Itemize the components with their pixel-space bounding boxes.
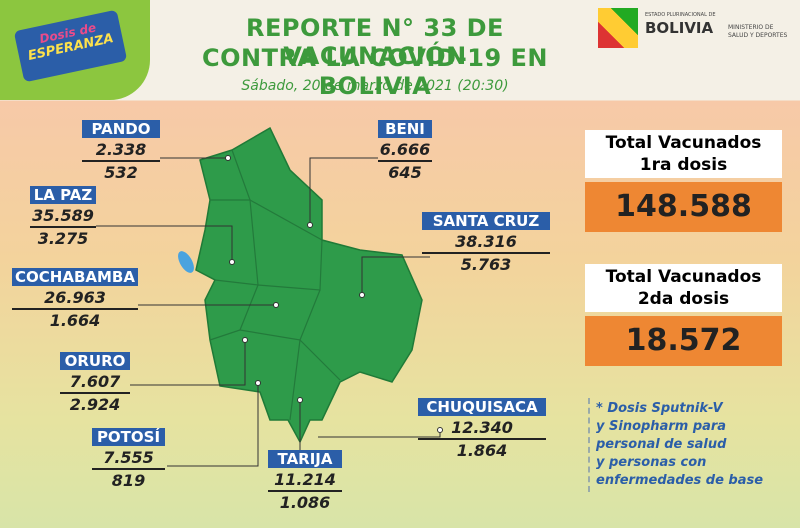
leader-dot	[255, 380, 261, 386]
total-label: Total Vacunados 2da dosis	[585, 264, 782, 312]
first-dose: 12.340	[418, 418, 546, 440]
first-dose: 38.316	[422, 232, 550, 254]
total-label-line: Total Vacunados	[605, 267, 762, 287]
ministry: MINISTERIO DE SALUD Y DEPORTES	[728, 24, 787, 40]
title: REPORTE N° 33 DE VACUNACIÓN	[246, 14, 504, 70]
department-name: COCHABAMBA	[12, 268, 138, 286]
first-dose: 7.607	[60, 372, 130, 394]
total-value: 18.572	[585, 316, 782, 366]
department-borders	[209, 149, 341, 421]
department-name: ORURO	[60, 352, 130, 370]
total-label-line: 1ra dosis	[639, 155, 728, 175]
total-label: Total Vacunados 1ra dosis	[585, 130, 782, 178]
department-name: TARIJA	[268, 450, 342, 468]
note-line: * Dosis Sputnik-V	[596, 401, 723, 416]
leader-line	[130, 340, 246, 386]
date: Sábado, 20 de marzo de 2021 (20:30)	[241, 78, 509, 94]
leader-dot	[225, 155, 231, 161]
department-name: SANTA CRUZ	[422, 212, 550, 230]
leader-dot	[359, 292, 365, 298]
ministry-line: SALUD Y DEPORTES	[728, 32, 788, 39]
first-dose: 7.555	[92, 448, 165, 470]
second-dose: 645	[388, 163, 422, 182]
bolivia-map	[195, 126, 423, 444]
second-dose: 1.664	[49, 311, 101, 330]
leader-line	[309, 157, 378, 225]
leader-line	[361, 256, 430, 295]
first-dose: 2.338	[82, 140, 160, 162]
total-value: 148.588	[585, 182, 782, 232]
leader-dot	[297, 397, 303, 403]
department-name: BENI	[378, 120, 432, 138]
department-name: POTOSÍ	[92, 428, 165, 446]
department-name: PANDO	[82, 120, 160, 138]
leader-dot	[273, 302, 279, 308]
second-dose: 819	[111, 471, 146, 490]
emblem	[598, 8, 638, 48]
leader-dot	[307, 222, 313, 228]
second-dose: 1.864	[456, 441, 508, 460]
first-dose: 35.589	[30, 206, 96, 228]
leader-line	[96, 225, 233, 262]
total-label-line: 2da dosis	[637, 289, 730, 309]
brand: BOLIVIA	[645, 19, 714, 37]
first-dose: 6.666	[378, 140, 432, 162]
note-line: enfermedades de base	[596, 473, 764, 488]
first-dose: 26.963	[12, 288, 138, 310]
total-label-line: Total Vacunados	[605, 133, 762, 153]
leader-dot	[229, 259, 235, 265]
leader-dot	[242, 337, 248, 343]
ministry-line: MINISTERIO DE	[728, 24, 774, 31]
first-dose: 11.214	[268, 470, 342, 492]
second-dose: 3.275	[37, 229, 89, 248]
leader-dot	[437, 427, 443, 433]
note-line: y Sinopharm para	[596, 419, 727, 434]
second-dose: 1.086	[279, 493, 331, 512]
department-name: LA PAZ	[30, 186, 96, 204]
note-line: personal de salud	[596, 437, 727, 452]
note-line: y personas con	[596, 455, 707, 470]
department-name: CHUQUISACA	[418, 398, 546, 416]
second-dose: 532	[104, 163, 138, 182]
second-dose: 2.924	[69, 395, 121, 414]
leader-line	[167, 383, 259, 467]
lake-titicaca	[178, 251, 194, 273]
note: * Dosis Sputnik-V y Sinopharm para persona…	[588, 398, 792, 492]
second-dose: 5.763	[460, 255, 512, 274]
title: CONTRA LA COVID-19 EN BOLIVIA	[201, 44, 549, 100]
state: ESTADO PLURINACIONAL DE	[645, 12, 716, 18]
